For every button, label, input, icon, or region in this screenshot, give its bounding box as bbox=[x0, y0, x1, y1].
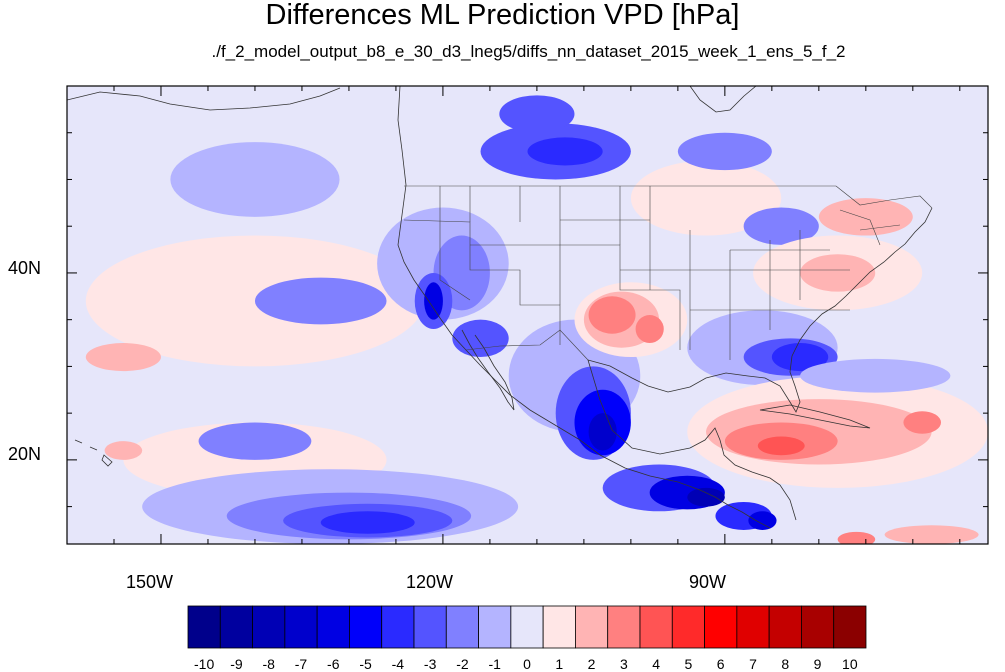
colorbar-swatch bbox=[316, 605, 350, 649]
map-ticks bbox=[67, 86, 988, 544]
colorbar-label: 7 bbox=[749, 656, 757, 672]
lat-tick-label-20n: 20N bbox=[8, 444, 42, 464]
field-contour-blob bbox=[771, 343, 829, 372]
field-contour-blob bbox=[800, 358, 951, 393]
map-subtitle: ./f_2_model_output_b8_e_30_d3_lneg5/diff… bbox=[211, 42, 846, 61]
field-contour-blob bbox=[85, 235, 425, 367]
baja-california bbox=[461, 329, 515, 411]
colorbar-label: -8 bbox=[262, 656, 275, 672]
colorbar-swatch bbox=[639, 605, 673, 649]
colorbar-swatch bbox=[542, 605, 576, 649]
map-frame bbox=[66, 85, 989, 545]
colorbar-label: 1 bbox=[555, 656, 564, 672]
east-state-lines bbox=[690, 230, 850, 311]
field-contour-blob bbox=[320, 511, 415, 534]
hudson-bay-shore bbox=[689, 86, 757, 113]
field-contour-blob bbox=[85, 343, 161, 372]
colorbar-swatch bbox=[445, 605, 479, 649]
colorbar-swatch bbox=[736, 605, 770, 649]
colorbar-label: 10 bbox=[842, 656, 858, 672]
colorbar-swatch bbox=[219, 605, 253, 649]
alaska-coast bbox=[67, 87, 341, 111]
colorbar-label: 2 bbox=[587, 656, 596, 672]
cuba bbox=[759, 404, 871, 429]
colorbar-swatch bbox=[801, 605, 835, 649]
colorbar-swatch bbox=[704, 605, 738, 649]
state-borders bbox=[403, 185, 933, 361]
colorbar-swatch bbox=[381, 605, 415, 649]
colorbar bbox=[187, 605, 867, 649]
hawaii-islands bbox=[74, 439, 113, 467]
lon-tick-label-150w: 150W bbox=[126, 572, 174, 592]
colorbar-label: -9 bbox=[230, 656, 243, 672]
field-contour-blob bbox=[757, 436, 805, 456]
field-contours bbox=[85, 95, 988, 544]
colorbar-label: -1 bbox=[488, 656, 501, 672]
us-mexico-border bbox=[465, 329, 589, 361]
coastlines bbox=[67, 86, 933, 529]
field-contour-blob bbox=[677, 132, 772, 171]
field-contour-blob bbox=[630, 160, 782, 236]
nevada-idaho-line bbox=[439, 186, 471, 301]
canada-us-border-east bbox=[835, 185, 933, 209]
colorbar-swatch bbox=[510, 605, 544, 649]
colorbar-label: 4 bbox=[652, 656, 661, 672]
field-contour-blob bbox=[748, 511, 777, 530]
colorbar-label: 8 bbox=[781, 656, 790, 672]
field-contour-blob bbox=[104, 441, 143, 460]
colorbar-swatch bbox=[478, 605, 512, 649]
colorbar-swatch bbox=[671, 605, 705, 649]
field-contour-blob bbox=[588, 296, 636, 334]
colorbar-swatch bbox=[252, 605, 286, 649]
colorbar-swatch bbox=[575, 605, 609, 649]
field-contour-blob bbox=[635, 315, 664, 344]
colorbar-swatch bbox=[187, 605, 221, 649]
colorbar-label: 0 bbox=[523, 656, 531, 672]
colorbar-label: 3 bbox=[619, 656, 628, 672]
field-contour-blob bbox=[198, 422, 312, 460]
colorbar-swatch bbox=[833, 605, 867, 649]
colorbar-label: 9 bbox=[813, 656, 822, 672]
field-contour-blob bbox=[884, 525, 979, 544]
map-title: Differences ML Prediction VPD [hPa] bbox=[265, 0, 740, 31]
lon-tick-label-120w: 120W bbox=[406, 572, 454, 592]
colorbar-label: 6 bbox=[716, 656, 725, 672]
plains-states bbox=[559, 186, 681, 350]
colorbar-swatch bbox=[768, 605, 802, 649]
eastern-states bbox=[649, 186, 771, 360]
field-contour-blob bbox=[254, 277, 387, 325]
colorbar-label: -6 bbox=[327, 656, 340, 672]
lat-tick-label-40n: 40N bbox=[8, 258, 42, 278]
field-contour-blob bbox=[903, 411, 942, 434]
field-contour-blob bbox=[452, 319, 509, 358]
colorbar-label: -5 bbox=[359, 656, 372, 672]
colorbar-label: -3 bbox=[423, 656, 437, 672]
colorbar-swatch bbox=[349, 605, 383, 649]
colorbar-label: -4 bbox=[391, 656, 405, 672]
field-contour-blob bbox=[424, 282, 443, 320]
map-plot-area bbox=[67, 86, 988, 544]
colorbar-label: 5 bbox=[684, 656, 693, 672]
colorbar-swatch bbox=[413, 605, 447, 649]
colorbar-swatch bbox=[284, 605, 318, 649]
north-america-west-coast bbox=[397, 86, 771, 529]
gulf-coast bbox=[587, 207, 933, 413]
field-contour-blob bbox=[170, 142, 340, 217]
colorbar-label: -10 bbox=[194, 656, 215, 672]
lon-tick-label-90w: 90W bbox=[689, 572, 727, 592]
yucatan-coast bbox=[587, 359, 797, 521]
field-contour-blob bbox=[687, 487, 725, 507]
field-contour-blob bbox=[588, 413, 617, 451]
northeast-states bbox=[839, 209, 901, 246]
central-states bbox=[560, 186, 690, 271]
colorbar-swatch bbox=[607, 605, 641, 649]
field-contour-blob bbox=[800, 254, 876, 292]
field-contour-blob bbox=[499, 95, 575, 133]
colorbar-label: -7 bbox=[294, 656, 308, 672]
colorbar-label: -2 bbox=[456, 656, 469, 672]
field-contour-blob bbox=[527, 137, 603, 166]
